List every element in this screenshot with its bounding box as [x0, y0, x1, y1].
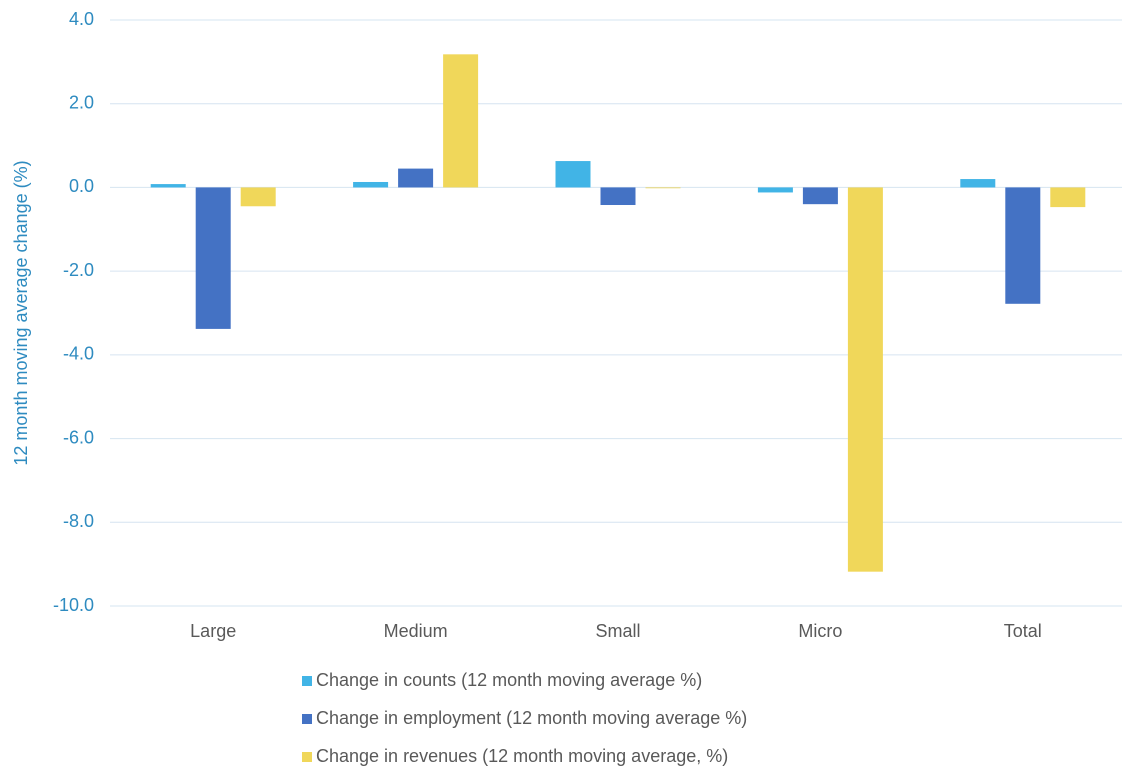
bar: [1005, 187, 1041, 304]
bar: [757, 187, 793, 193]
bar: [802, 187, 838, 205]
bar: [555, 161, 591, 188]
bar: [1050, 187, 1086, 208]
x-tick-label: Medium: [384, 621, 448, 641]
bar: [240, 187, 276, 207]
legend-swatch: [302, 676, 312, 686]
bar: [150, 184, 186, 188]
y-tick-label: -2.0: [63, 260, 94, 280]
bar: [398, 168, 434, 188]
legend-label: Change in counts (12 month moving averag…: [316, 670, 702, 690]
y-tick-label: -4.0: [63, 344, 94, 364]
y-tick-label: 0.0: [69, 176, 94, 196]
x-tick-label: Micro: [798, 621, 842, 641]
bar: [195, 187, 231, 329]
bar: [847, 187, 883, 572]
y-axis-label: 12 month moving average change (%): [11, 160, 31, 465]
bar: [443, 54, 479, 188]
y-tick-label: -6.0: [63, 427, 94, 447]
y-tick-label: -10.0: [53, 595, 94, 615]
bar: [645, 187, 681, 189]
y-tick-label: 4.0: [69, 9, 94, 29]
y-tick-label: 2.0: [69, 92, 94, 112]
legend-label: Change in revenues (12 month moving aver…: [316, 746, 728, 766]
legend-swatch: [302, 752, 312, 762]
x-tick-label: Total: [1004, 621, 1042, 641]
bar: [353, 181, 389, 188]
y-tick-label: -8.0: [63, 511, 94, 531]
legend-label: Change in employment (12 month moving av…: [316, 708, 747, 728]
legend-swatch: [302, 714, 312, 724]
bar: [960, 179, 996, 188]
bar: [600, 187, 636, 206]
x-tick-label: Large: [190, 621, 236, 641]
x-tick-label: Small: [595, 621, 640, 641]
